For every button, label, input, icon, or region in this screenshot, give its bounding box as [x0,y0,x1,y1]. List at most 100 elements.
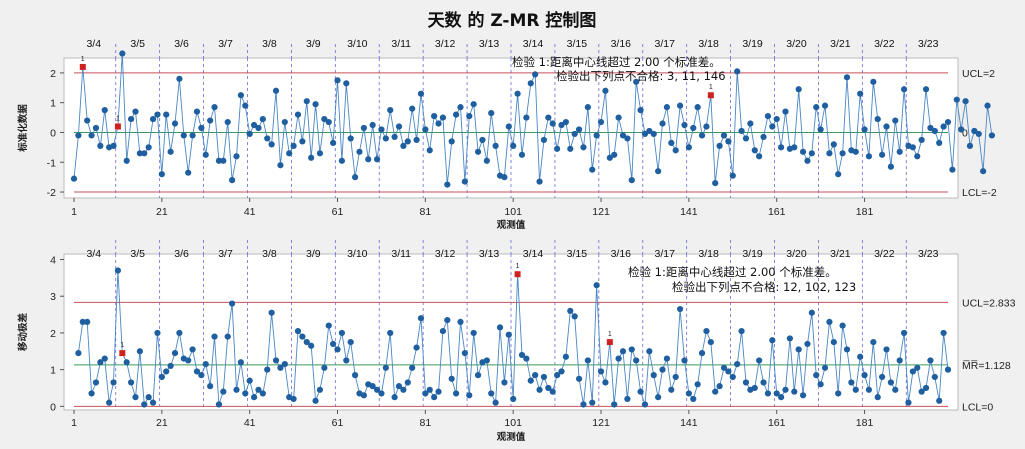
flag-label: 1 [120,342,124,349]
data-point [641,401,649,408]
mr-chart-panel: 3/4 3/5 3/6 3/7 3/8 3/9 3/10 3/11 3/12 3/13 3/14 3/… [17,240,1016,443]
data-point [382,364,389,371]
y-tick-label: 1 [50,98,56,110]
data-point [154,329,161,337]
data-point [791,144,798,151]
x-tick-label: 101 [504,417,522,429]
x-tick-label: 101 [504,206,522,218]
stage-label: 3/11 [391,248,411,260]
data-point [413,344,420,351]
flag-label: 1 [608,331,612,338]
data-point [75,350,82,357]
flagged-point [119,350,126,357]
data-point [988,132,996,139]
data-point [518,351,526,359]
stage-label: 3/15 [567,248,588,260]
data-point [444,181,451,188]
stage-label: 3/16 [611,38,632,50]
data-point [255,124,262,132]
data-point [176,329,183,337]
stage-label: 3/4 [86,38,101,50]
data-point [879,151,886,158]
data-point [299,138,306,145]
data-point [571,313,578,320]
data-point [92,379,100,386]
stage-label: 3/12 [435,248,456,260]
data-point [88,132,95,139]
data-point [909,144,916,151]
data-point [224,333,231,340]
data-point [316,386,324,393]
data-point [584,104,591,111]
data-point [584,357,591,364]
data-point [641,130,649,138]
data-point [373,386,381,393]
data-point [927,124,934,132]
data-point [422,126,429,133]
data-point [624,395,631,403]
stage-label: 3/20 [786,38,807,50]
data-point [839,322,846,329]
data-point [861,372,868,379]
data-point [589,399,596,406]
data-point [136,150,143,157]
data-point [791,388,798,395]
x-tick-label: 41 [244,206,256,218]
data-point [321,115,328,123]
data-point [84,117,91,124]
stage-label: 3/17 [654,248,675,260]
data-point [747,120,754,127]
data-point [92,124,100,132]
data-point [488,390,495,397]
data-point [215,401,223,408]
data-point [417,90,425,97]
data-point [110,142,117,149]
data-point [185,357,192,364]
data-point [470,101,477,108]
data-point [395,123,403,130]
x-tick-label: 121 [592,206,610,218]
data-point [918,136,925,144]
limit-label-center: M̅R̅=1.128 [962,360,1011,372]
data-point [953,96,960,103]
data-point [738,327,745,335]
stage-label: 3/14 [523,38,544,50]
data-point [668,386,675,393]
data-point [659,120,666,127]
data-point [496,324,504,331]
data-point [264,135,271,142]
stage-label: 3/11 [391,38,411,50]
flag-label: 1 [116,116,120,123]
data-point [892,386,899,393]
data-point [650,130,657,138]
data-point [435,388,442,395]
data-point [795,86,802,93]
data-point [637,107,644,114]
data-point [606,154,613,161]
data-point [330,340,337,348]
data-point [690,124,697,132]
x-tick-label: 161 [768,417,786,429]
data-point [294,111,302,118]
data-point [545,114,552,121]
data-point [870,78,877,85]
data-point [479,136,486,144]
data-point [259,390,266,397]
data-point [294,327,302,335]
data-point [558,121,565,129]
data-point [681,121,688,129]
limit-label-ucl: UCL=2.833 [962,297,1016,309]
data-point [431,112,438,120]
data-point [720,364,728,371]
stage-label: 3/9 [306,38,321,50]
data-point [562,353,569,360]
data-point [773,390,780,397]
x-tick-label: 81 [420,417,432,429]
data-point [242,102,249,109]
data-point [554,145,561,152]
data-point [466,392,473,399]
data-point [527,80,534,87]
x-tick-label: 181 [856,417,874,429]
stage-label: 3/23 [918,38,939,50]
data-point [655,168,662,175]
